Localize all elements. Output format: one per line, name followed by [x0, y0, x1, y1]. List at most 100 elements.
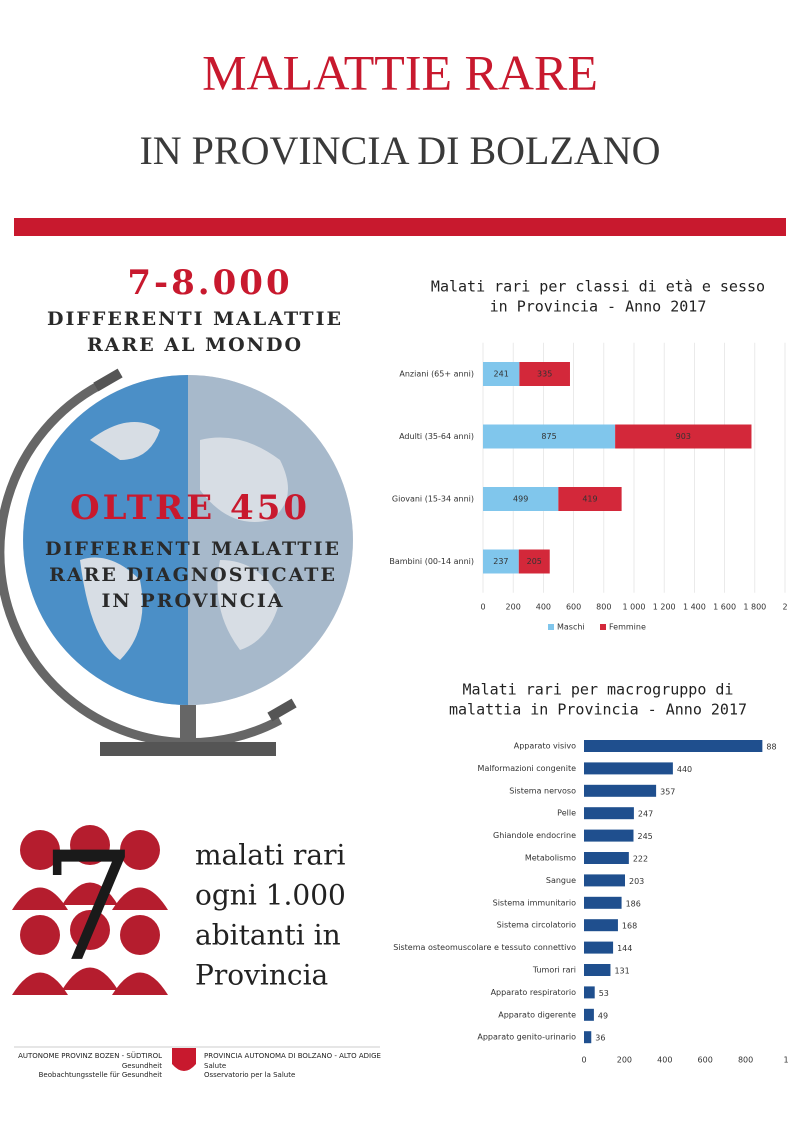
x-tick-label: 1 600: [713, 603, 736, 612]
province-line: DIFFERENTI MALATTIE: [45, 538, 341, 560]
value-label: 131: [614, 967, 629, 976]
bar: [584, 986, 595, 999]
people-line: ogni 1.000: [195, 879, 346, 912]
bar: [584, 964, 611, 976]
category-label: Malformazioni congenite: [478, 764, 577, 773]
legend-label: Maschi: [557, 623, 585, 632]
value-label: 36: [595, 1034, 605, 1043]
x-tick-label: 0: [480, 603, 485, 612]
province-line: RARE DIAGNOSTICATE: [49, 564, 337, 586]
footer-left-line: Gesundheit: [122, 1062, 162, 1070]
x-tick-label: 800: [596, 603, 611, 612]
chart-title: in Provincia - Anno 2017: [490, 298, 707, 316]
value-label: 875: [541, 432, 556, 441]
value-label: 144: [617, 944, 632, 953]
bar-segment: [483, 362, 520, 386]
bar-segment: [615, 424, 752, 449]
people-number: 7: [40, 821, 135, 995]
category-label: Sistema immunitario: [493, 898, 576, 907]
bar: [584, 762, 673, 775]
bar-segment: [483, 549, 519, 574]
bar: [584, 784, 657, 797]
category-label: Bambini (00-14 anni): [389, 557, 474, 566]
x-tick-label: 800: [738, 1056, 753, 1065]
x-tick-label: 400: [657, 1056, 672, 1065]
category-label: Pelle: [557, 809, 576, 818]
value-label: 419: [582, 495, 597, 504]
x-tick-label: 600: [698, 1056, 713, 1065]
bar-segment: [518, 549, 550, 574]
x-tick-label: 1 000: [623, 603, 646, 612]
bar: [584, 740, 763, 752]
value-label: 88: [766, 743, 776, 752]
value-label: 222: [633, 855, 648, 864]
chart-title: Malati rari per classi di età e sesso: [431, 278, 765, 296]
category-label: Metabolismo: [525, 854, 576, 863]
red-band: [14, 218, 786, 236]
category-label: Sistema nervoso: [509, 786, 576, 795]
world-number: 7-8.000: [127, 263, 292, 303]
category-label: Sistema circolatorio: [497, 921, 576, 930]
bar: [584, 852, 629, 864]
x-tick-label: 200: [506, 603, 521, 612]
category-label: Sistema osteomuscolare e tessuto connett…: [393, 943, 576, 952]
x-tick-label: 0: [581, 1056, 586, 1065]
coat-of-arms: [172, 1048, 196, 1071]
people-line: Provincia: [195, 959, 328, 992]
value-label: 53: [599, 989, 609, 998]
chart-title: Malati rari per macrogruppo di: [463, 681, 734, 699]
people-icons: [12, 825, 168, 995]
value-label: 247: [638, 810, 653, 819]
value-label: 499: [513, 495, 528, 504]
value-label: 245: [637, 832, 652, 841]
chart-title: malattia in Provincia - Anno 2017: [449, 701, 747, 719]
value-label: 168: [622, 922, 637, 931]
people-line: malati rari: [195, 839, 345, 872]
value-label: 335: [537, 370, 552, 379]
category-label: Adulti (35-64 anni): [399, 432, 474, 441]
world-line: RARE AL MONDO: [87, 334, 303, 356]
category-label: Apparato digerente: [498, 1010, 576, 1019]
value-label: 49: [598, 1011, 608, 1020]
footer-right-title: PROVINCIA AUTONOMA DI BOLZANO - ALTO ADI…: [204, 1052, 381, 1060]
world-line: DIFFERENTI MALATTIE: [47, 308, 343, 330]
value-label: 241: [494, 370, 509, 379]
people-line: abitanti in: [195, 919, 341, 952]
value-label: 357: [660, 787, 675, 796]
bar: [584, 1008, 594, 1021]
value-label: 203: [629, 877, 644, 886]
legend-label: Femmine: [609, 623, 646, 632]
bar: [584, 874, 626, 887]
main-title: MALATTIE RARE: [202, 44, 598, 100]
x-tick-label: 200: [617, 1056, 632, 1065]
footer-left-line: Beobachtungsstelle für Gesundheit: [39, 1071, 163, 1079]
bar-segment: [483, 487, 559, 511]
category-label: Giovani (15-34 anni): [392, 495, 474, 504]
x-tick-label: 400: [536, 603, 551, 612]
footer-left-title: AUTONOME PROVINZ BOZEN - SÜDTIROL: [18, 1051, 162, 1060]
category-label: Apparato visivo: [514, 742, 576, 751]
value-label: 237: [493, 557, 508, 566]
province-number: OLTRE 450: [70, 488, 310, 528]
footer-right-line: Salute: [204, 1062, 226, 1070]
category-label: Anziani (65+ anni): [399, 370, 474, 379]
bar: [584, 919, 618, 932]
bar: [584, 807, 634, 820]
footer-right-line: Osservatorio per la Salute: [204, 1071, 295, 1079]
value-label: 186: [626, 899, 641, 908]
value-label: 903: [676, 432, 691, 441]
bar-segment: [558, 487, 622, 511]
category-label: Apparato genito-urinario: [477, 1033, 576, 1042]
province-line: IN PROVINCIA: [102, 590, 285, 612]
bar: [584, 829, 634, 842]
legend-swatch: [548, 624, 554, 630]
x-tick-label: 600: [566, 603, 581, 612]
category-label: Ghiandole endocrine: [493, 831, 576, 840]
bar-segment: [483, 424, 616, 449]
bar: [584, 941, 614, 954]
category-label: Apparato respiratorio: [491, 988, 577, 997]
category-label: Sangue: [546, 876, 576, 885]
x-tick-label: 2: [782, 603, 787, 612]
category-label: Tumori rari: [532, 966, 576, 975]
